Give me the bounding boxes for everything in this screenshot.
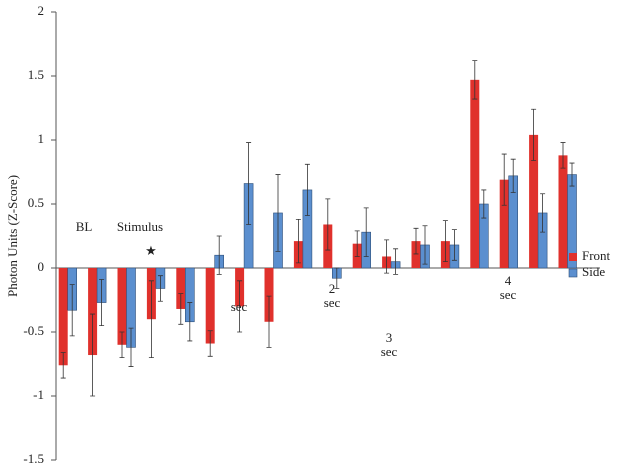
annotation: Stimulus xyxy=(117,219,163,234)
annotation: ★ xyxy=(145,243,157,258)
error-bar xyxy=(275,174,281,252)
error-bar xyxy=(451,229,457,261)
y-tick-label: 1.5 xyxy=(28,67,44,82)
error-bar xyxy=(237,280,243,333)
error-bar xyxy=(442,220,448,262)
y-tick-label: -1 xyxy=(33,387,44,402)
y-tick-label: 0.5 xyxy=(28,195,44,210)
error-bar xyxy=(60,352,66,379)
error-bar xyxy=(128,327,134,367)
error-bar xyxy=(472,60,478,100)
error-bar xyxy=(481,189,487,219)
annotation: sec xyxy=(381,344,398,359)
y-axis-label: Photon Units (Z-Score) xyxy=(5,175,20,297)
error-bar xyxy=(187,302,193,342)
error-bar xyxy=(422,225,428,265)
bar xyxy=(529,134,539,268)
bar xyxy=(499,179,509,268)
error-bar xyxy=(531,108,537,161)
error-bar xyxy=(157,275,163,302)
error-bar xyxy=(246,142,252,225)
annotation: 3 xyxy=(386,330,393,345)
error-bar xyxy=(569,162,575,187)
annotation: sec xyxy=(231,299,248,314)
error-bar xyxy=(69,284,75,337)
error-bar xyxy=(384,239,390,274)
error-bar xyxy=(207,330,213,357)
bar xyxy=(470,79,480,268)
error-bar xyxy=(90,313,96,397)
annotation: 2 xyxy=(329,281,336,296)
error-bar xyxy=(393,248,399,275)
error-bar xyxy=(148,280,154,358)
y-tick-label: -0.5 xyxy=(23,323,44,338)
error-bar xyxy=(354,230,360,257)
annotation: 4 xyxy=(505,273,512,288)
error-bar xyxy=(540,193,546,233)
error-bar xyxy=(413,227,419,255)
y-tick-label: -1.5 xyxy=(23,451,44,466)
annotation: sec xyxy=(324,295,341,310)
error-bar xyxy=(363,207,369,257)
error-bar xyxy=(216,235,222,275)
error-bar xyxy=(334,267,340,289)
bar xyxy=(558,155,568,268)
error-bar xyxy=(99,279,105,326)
y-tick-label: 1 xyxy=(38,131,45,146)
error-bar xyxy=(178,293,184,325)
bar xyxy=(117,268,127,345)
legend-swatch xyxy=(568,268,578,278)
legend-swatch xyxy=(569,253,577,261)
annotation: BL xyxy=(76,219,93,234)
bar xyxy=(264,268,274,322)
bar xyxy=(176,268,186,309)
error-bar xyxy=(560,142,566,169)
bar xyxy=(58,268,68,366)
error-bar xyxy=(510,158,516,193)
error-bar xyxy=(266,295,272,348)
error-bar xyxy=(325,198,331,251)
bar xyxy=(205,268,215,344)
error-bar xyxy=(501,153,507,206)
error-bar xyxy=(304,163,310,216)
bar xyxy=(411,241,421,268)
error-bar xyxy=(119,331,125,358)
legend-label: Side xyxy=(582,264,605,279)
y-tick-label: 2 xyxy=(38,3,45,18)
annotation: sec xyxy=(500,287,517,302)
error-bar xyxy=(295,218,301,264)
legend-label: Front xyxy=(582,248,611,263)
bar xyxy=(88,268,98,356)
y-tick-label: 0 xyxy=(38,259,45,274)
